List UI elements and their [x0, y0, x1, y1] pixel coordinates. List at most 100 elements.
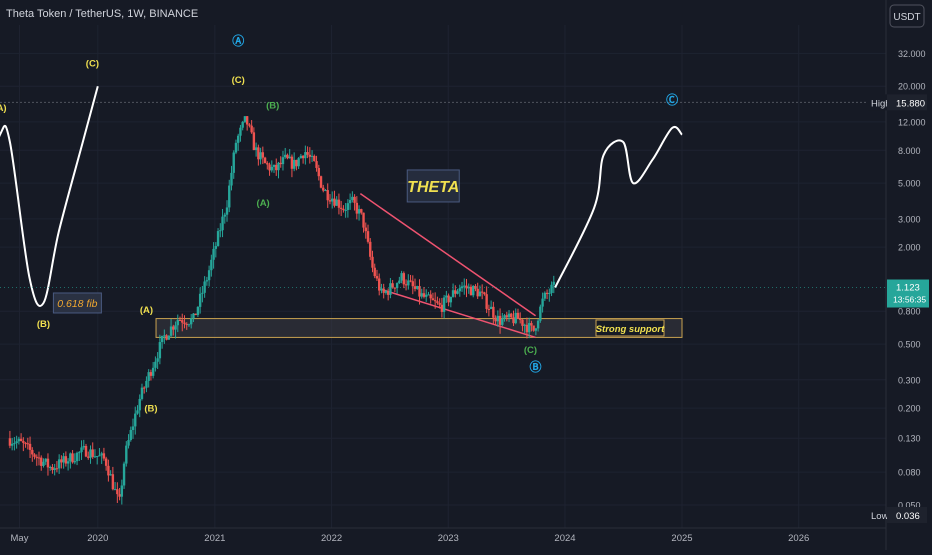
candle-body	[458, 288, 461, 292]
candle-body	[243, 116, 247, 122]
candle-body	[275, 164, 278, 171]
candle-body	[433, 300, 437, 302]
y-tick-label: 2.000	[898, 243, 921, 253]
candle-body	[62, 456, 65, 463]
candle-body	[167, 335, 171, 340]
candle-body	[510, 313, 513, 318]
candle-body	[463, 285, 466, 287]
high-value: 15.880	[896, 98, 925, 109]
candle-body	[440, 304, 444, 312]
candle-body	[550, 284, 553, 293]
candle-body	[519, 318, 522, 320]
y-tick-label: 0.080	[898, 468, 921, 478]
candle-body	[185, 323, 188, 325]
candle-body	[295, 159, 298, 167]
candle-body	[151, 367, 155, 376]
candle-body	[505, 315, 508, 318]
candle-body	[232, 152, 235, 173]
candle-body	[198, 293, 202, 307]
candle-body	[322, 187, 325, 191]
candle-body	[201, 292, 204, 294]
candle-body	[24, 442, 27, 444]
candle-body	[223, 214, 226, 217]
candle-body	[113, 489, 117, 491]
candle-body	[42, 461, 45, 466]
candle-body	[331, 198, 334, 202]
candle-body	[389, 283, 392, 295]
candle-body	[154, 361, 157, 368]
candle-body	[469, 286, 473, 296]
last-price-tag	[887, 279, 929, 308]
candle-body	[539, 306, 542, 321]
candle-body	[178, 319, 182, 321]
candle-body	[355, 202, 359, 214]
candle-body	[288, 156, 291, 159]
candle-body	[543, 292, 547, 299]
candle-body	[109, 474, 112, 476]
candle-body	[118, 494, 121, 497]
candle-body	[172, 326, 175, 330]
candle-body	[163, 335, 166, 337]
candle-body	[212, 248, 215, 260]
candle-body	[364, 227, 367, 232]
candle-body	[216, 231, 220, 247]
candle-body	[259, 152, 262, 160]
candle-body	[158, 342, 162, 359]
candle-body	[221, 216, 224, 231]
y-tick-label: 0.800	[898, 307, 921, 317]
candle-body	[418, 286, 421, 297]
candle-body	[494, 317, 497, 322]
candle-body	[337, 199, 341, 208]
currency-button[interactable]: USDT	[889, 4, 925, 28]
candle-body	[315, 161, 318, 168]
candle-body	[480, 291, 484, 293]
wave-label: Ⓑ	[530, 359, 542, 374]
wave-label: (B)	[144, 404, 157, 415]
wave-label: (B)	[266, 101, 279, 112]
candle-body	[257, 147, 260, 160]
candle-body	[346, 203, 350, 210]
y-tick-label: 8.000	[898, 146, 921, 156]
candle-body	[536, 320, 540, 329]
wave-label: (A)	[257, 198, 270, 209]
candle-body	[131, 426, 135, 431]
candle-body	[239, 127, 242, 136]
candle-body	[104, 458, 108, 466]
last-price-value: 1.123	[896, 283, 920, 294]
candle-body	[395, 283, 399, 289]
candle-body	[476, 288, 479, 297]
candle-body	[26, 443, 30, 445]
x-tick-label: 2025	[671, 533, 692, 544]
candle-body	[339, 207, 343, 209]
candle-body	[449, 296, 453, 303]
candle-body	[382, 288, 385, 293]
x-tick-label: 2022	[321, 533, 342, 544]
candle-body	[496, 315, 500, 322]
candle-body	[13, 443, 16, 445]
candle-body	[22, 441, 25, 443]
candle-body	[297, 158, 300, 167]
candle-body	[225, 207, 229, 215]
high-tag-label: High	[871, 98, 891, 109]
candle-body	[512, 317, 515, 324]
y-tick-label: 0.200	[898, 404, 921, 414]
candle-body	[196, 306, 200, 316]
candle-body	[324, 190, 327, 192]
candle-body	[348, 200, 352, 204]
candle-body	[147, 372, 150, 381]
candle-body	[73, 461, 77, 463]
candle-body	[190, 318, 193, 325]
candle-body	[254, 147, 258, 151]
candle-body	[270, 166, 273, 171]
wedge-lower-line	[379, 288, 536, 339]
candle-body	[15, 441, 18, 444]
candle-body	[134, 413, 137, 427]
candle-body	[545, 292, 549, 294]
y-tick-label: 32.000	[898, 49, 926, 59]
candle-body	[214, 246, 218, 249]
candle-body	[313, 155, 316, 162]
candle-body	[272, 164, 276, 167]
